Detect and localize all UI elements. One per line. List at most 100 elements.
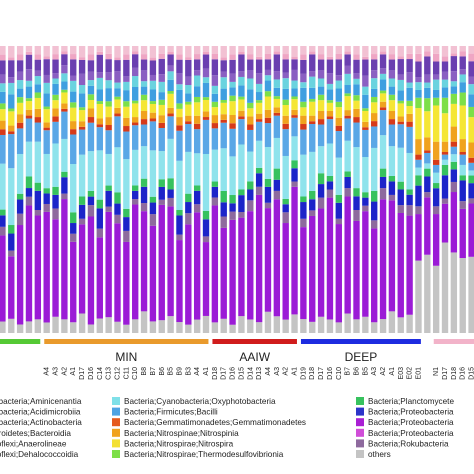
bar-segment [247,181,254,190]
bar-segment [468,94,474,107]
bar-segment [282,78,289,89]
bar-segment [317,100,325,111]
bar-segment [211,322,219,333]
bar-segment [87,46,95,55]
bar-segment [450,192,458,253]
bar-segment [185,213,192,225]
bar-segment [415,154,422,160]
bar-segment [43,211,50,323]
bar-segment [25,176,33,189]
bar-segment [353,78,360,85]
bar-segment [123,101,130,107]
bar-segment [335,107,342,118]
bar-segment [264,311,272,333]
bar-segment [379,54,387,69]
bar-segment [34,54,42,60]
bar-segment [282,54,289,60]
bar-segment [0,163,6,210]
bar-segment [264,96,272,110]
x-tick-label: A2 [380,367,387,376]
bar-segment [114,192,121,204]
bar-segment [149,214,157,226]
bar-segment [105,206,112,212]
bar-segment [264,178,272,187]
bar-segment [353,59,360,74]
bar-segment [16,114,24,123]
bar-segment [238,51,245,55]
bar-segment [468,117,474,143]
legend-swatch [356,418,364,427]
bar-segment [61,73,68,82]
bar-segment [43,130,50,154]
bar-segment [70,54,77,60]
bar-segment [70,129,77,135]
bar-segment [335,194,342,203]
legend-label: Bacteria;Planctomycete [368,397,454,406]
bar-segment [335,157,342,195]
bar-segment [105,317,112,333]
bar-segment [317,316,325,333]
bar-segment [25,188,33,197]
bar-segment [450,146,458,155]
bar-segment [202,153,210,211]
bar-segment [61,111,68,139]
bar-segment [87,94,95,100]
bar-segment [247,189,254,201]
bar-segment [255,194,263,323]
bar-segment [371,228,378,323]
bar-segment [61,319,68,333]
bar-segment [282,46,289,55]
bar-segment [220,190,227,203]
bar-segment [114,107,121,114]
bar-segment [114,321,121,333]
bar-segment [264,91,272,97]
bar-segment [300,87,307,102]
bar-segment [87,205,95,217]
bar-segment [0,103,6,110]
bar-segment [96,150,103,200]
bar-segment [300,154,307,197]
bar-segment [52,208,59,220]
bar-segment [78,126,86,130]
bar-segment [450,169,458,182]
bar-segment [114,96,121,100]
bar-segment [424,192,431,198]
bar-segment [424,87,431,99]
bar-segment [432,159,440,165]
x-tick-label: B7 [150,367,157,376]
bar-segment [34,319,42,333]
x-tick-label: A2 [61,367,68,376]
bar-segment [344,73,351,86]
bar-segment [123,208,130,218]
bar-segment [0,321,6,333]
bar-segment [229,87,236,96]
bar-segment [362,129,369,158]
bar-segment [193,75,201,87]
bar-segment [96,208,103,229]
bar-segment [353,122,360,148]
bar-segment [424,111,431,138]
bar-segment [397,124,404,148]
x-tick-label: A1 [389,367,396,376]
bar-segment [114,116,121,148]
bar-segment [61,103,68,109]
bar-segment [0,235,6,322]
bar-segment [441,175,449,199]
bar-segment [247,129,254,152]
bar-segment [450,56,458,72]
bar-segment [397,79,404,91]
bar-segment [202,111,210,118]
bar-area [0,46,474,333]
bar-segment [335,88,342,102]
bar-segment [317,54,325,60]
legend-swatch [356,450,364,458]
bar-segment [176,103,183,109]
bar-segment [70,134,77,165]
bar-segment [114,82,121,89]
bar-segment [309,76,316,88]
bar-segment [291,56,298,60]
bar-segment [406,82,413,88]
bar-segment [397,74,404,80]
bar-segment [96,51,103,55]
legend-label: Bacteria;Cyanobacteria;Oxyphotobacteria [124,397,276,406]
